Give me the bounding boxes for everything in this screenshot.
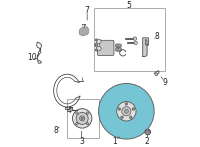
Circle shape	[133, 37, 137, 40]
Circle shape	[38, 61, 41, 64]
Circle shape	[80, 116, 85, 121]
Circle shape	[155, 73, 158, 76]
Circle shape	[134, 41, 137, 45]
Circle shape	[70, 109, 72, 111]
Circle shape	[124, 109, 128, 113]
Polygon shape	[143, 38, 148, 56]
Circle shape	[68, 107, 70, 109]
Circle shape	[95, 49, 98, 51]
Polygon shape	[79, 27, 89, 36]
Text: 9: 9	[162, 78, 167, 87]
Text: 7: 7	[85, 6, 90, 15]
Text: 10: 10	[27, 53, 36, 62]
Circle shape	[116, 49, 118, 51]
Text: 4: 4	[67, 106, 72, 115]
Circle shape	[86, 122, 89, 125]
Circle shape	[118, 48, 122, 51]
Circle shape	[76, 112, 88, 124]
Circle shape	[81, 117, 83, 120]
Circle shape	[99, 83, 154, 139]
Circle shape	[76, 112, 78, 114]
Text: 3: 3	[79, 137, 84, 146]
Circle shape	[125, 103, 128, 105]
Circle shape	[119, 49, 121, 51]
Circle shape	[118, 108, 121, 110]
Text: 2: 2	[145, 137, 149, 146]
Text: 8: 8	[53, 126, 58, 135]
Text: 1: 1	[113, 137, 117, 146]
FancyBboxPatch shape	[97, 40, 114, 55]
Circle shape	[97, 46, 101, 51]
Circle shape	[145, 129, 151, 135]
Circle shape	[76, 122, 78, 125]
Circle shape	[121, 116, 123, 118]
Circle shape	[129, 116, 132, 118]
Polygon shape	[80, 28, 88, 35]
Circle shape	[132, 108, 135, 110]
Bar	[67, 99, 99, 138]
Circle shape	[95, 43, 99, 47]
Circle shape	[116, 45, 118, 47]
Circle shape	[95, 39, 98, 41]
Circle shape	[115, 48, 119, 51]
Text: 8: 8	[155, 32, 159, 41]
Circle shape	[122, 107, 131, 116]
Circle shape	[147, 131, 149, 133]
Circle shape	[72, 109, 92, 128]
Circle shape	[115, 44, 119, 48]
Bar	[94, 8, 165, 71]
Circle shape	[118, 44, 122, 48]
Circle shape	[95, 44, 98, 46]
Circle shape	[86, 112, 89, 114]
Circle shape	[117, 102, 136, 121]
Circle shape	[119, 45, 121, 47]
Text: 5: 5	[126, 1, 131, 10]
Circle shape	[97, 39, 101, 44]
